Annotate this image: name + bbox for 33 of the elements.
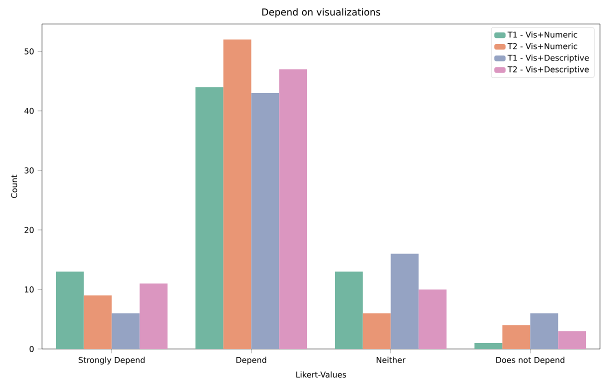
bar	[112, 313, 140, 349]
legend-label: T1 - Vis+Numeric	[508, 31, 578, 38]
legend-label: T2 - Vis+Numeric	[508, 43, 578, 50]
chart-title: Depend on visualizations	[262, 8, 380, 18]
bar	[362, 313, 391, 349]
bar	[251, 93, 280, 349]
y-tick-label: 20	[24, 226, 34, 233]
x-tick-label: Neither	[376, 356, 406, 363]
bar	[56, 272, 84, 349]
x-tick-label: Depend	[236, 356, 266, 365]
x-tick-label: Strongly Depend	[78, 356, 145, 365]
bar	[334, 272, 363, 349]
bar	[558, 331, 586, 349]
y-tick-label: 40	[24, 108, 34, 114]
bar	[418, 289, 447, 349]
bar	[390, 254, 419, 349]
y-tick-label: 10	[24, 286, 34, 292]
y-tick-label: 50	[24, 48, 34, 54]
x-axis-title: Likert-Values	[296, 371, 346, 378]
bar	[223, 39, 252, 349]
y-tick-label: 0	[30, 346, 34, 352]
bar	[502, 325, 530, 349]
bar	[84, 295, 112, 349]
legend-label: T2 - Vis+Descriptive	[508, 66, 589, 74]
y-tick-label: 30	[24, 167, 34, 174]
x-tick-label: Does not Depend	[496, 356, 564, 365]
bar	[530, 313, 558, 349]
bar	[195, 87, 224, 349]
bar	[140, 284, 168, 349]
legend-label: T1 - Vis+Descriptive	[508, 54, 589, 62]
y-axis-title: Count	[11, 174, 18, 198]
bar	[474, 343, 502, 349]
bar	[279, 69, 308, 349]
